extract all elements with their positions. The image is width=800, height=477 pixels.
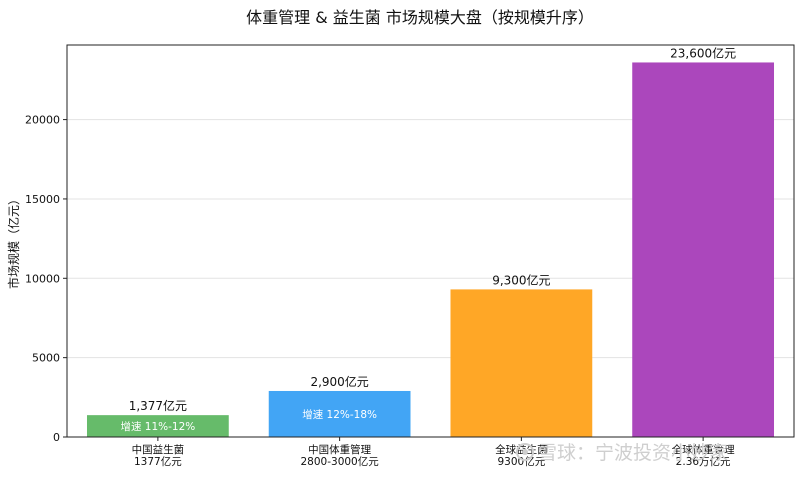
x-tick-label: 2800-3000亿元 — [301, 455, 380, 468]
y-axis-label: 市场规模（亿元） — [6, 193, 21, 289]
x-tick-label: 全球益生菌 — [495, 443, 548, 456]
value-label: 1,377亿元 — [129, 398, 187, 413]
bar — [632, 62, 775, 437]
y-tick-label: 20000 — [25, 114, 60, 127]
x-tick-label: 2.36万亿元 — [676, 455, 731, 468]
value-label: 2,900亿元 — [310, 374, 368, 389]
watermark: 雪球：宁波投资小妙家 — [516, 442, 728, 464]
bar — [86, 415, 229, 437]
plot-frame — [66, 44, 795, 438]
growth-label: 增速 12%-18% — [302, 408, 377, 421]
watermark-icon — [516, 443, 534, 461]
x-tick-label: 中国体重管理 — [308, 443, 371, 456]
value-label: 9,300亿元 — [492, 272, 550, 287]
y-tick-label: 5000 — [32, 352, 60, 365]
y-tick-label: 15000 — [25, 193, 60, 206]
bar — [268, 390, 411, 437]
bars — [86, 62, 775, 437]
chart-title: 体重管理 & 益生菌 市场规模大盘（按规模升序） — [246, 8, 594, 27]
y-tick-label: 10000 — [25, 272, 60, 285]
bar — [450, 289, 593, 437]
x-tick-label: 全球体重管理 — [672, 443, 735, 456]
value-label: 23,600亿元 — [670, 45, 736, 60]
growth-label: 增速 11%-12% — [120, 420, 195, 433]
x-tick-label: 中国益生菌 — [132, 443, 185, 456]
x-tick-label: 1377亿元 — [134, 455, 182, 468]
x-tick-label: 9300亿元 — [498, 455, 546, 468]
watermark-text: 雪球：宁波投资小妙家 — [538, 442, 728, 464]
y-axis: 0 5000 10000 15000 20000 — [25, 114, 67, 444]
y-tick-label: 0 — [53, 431, 60, 444]
